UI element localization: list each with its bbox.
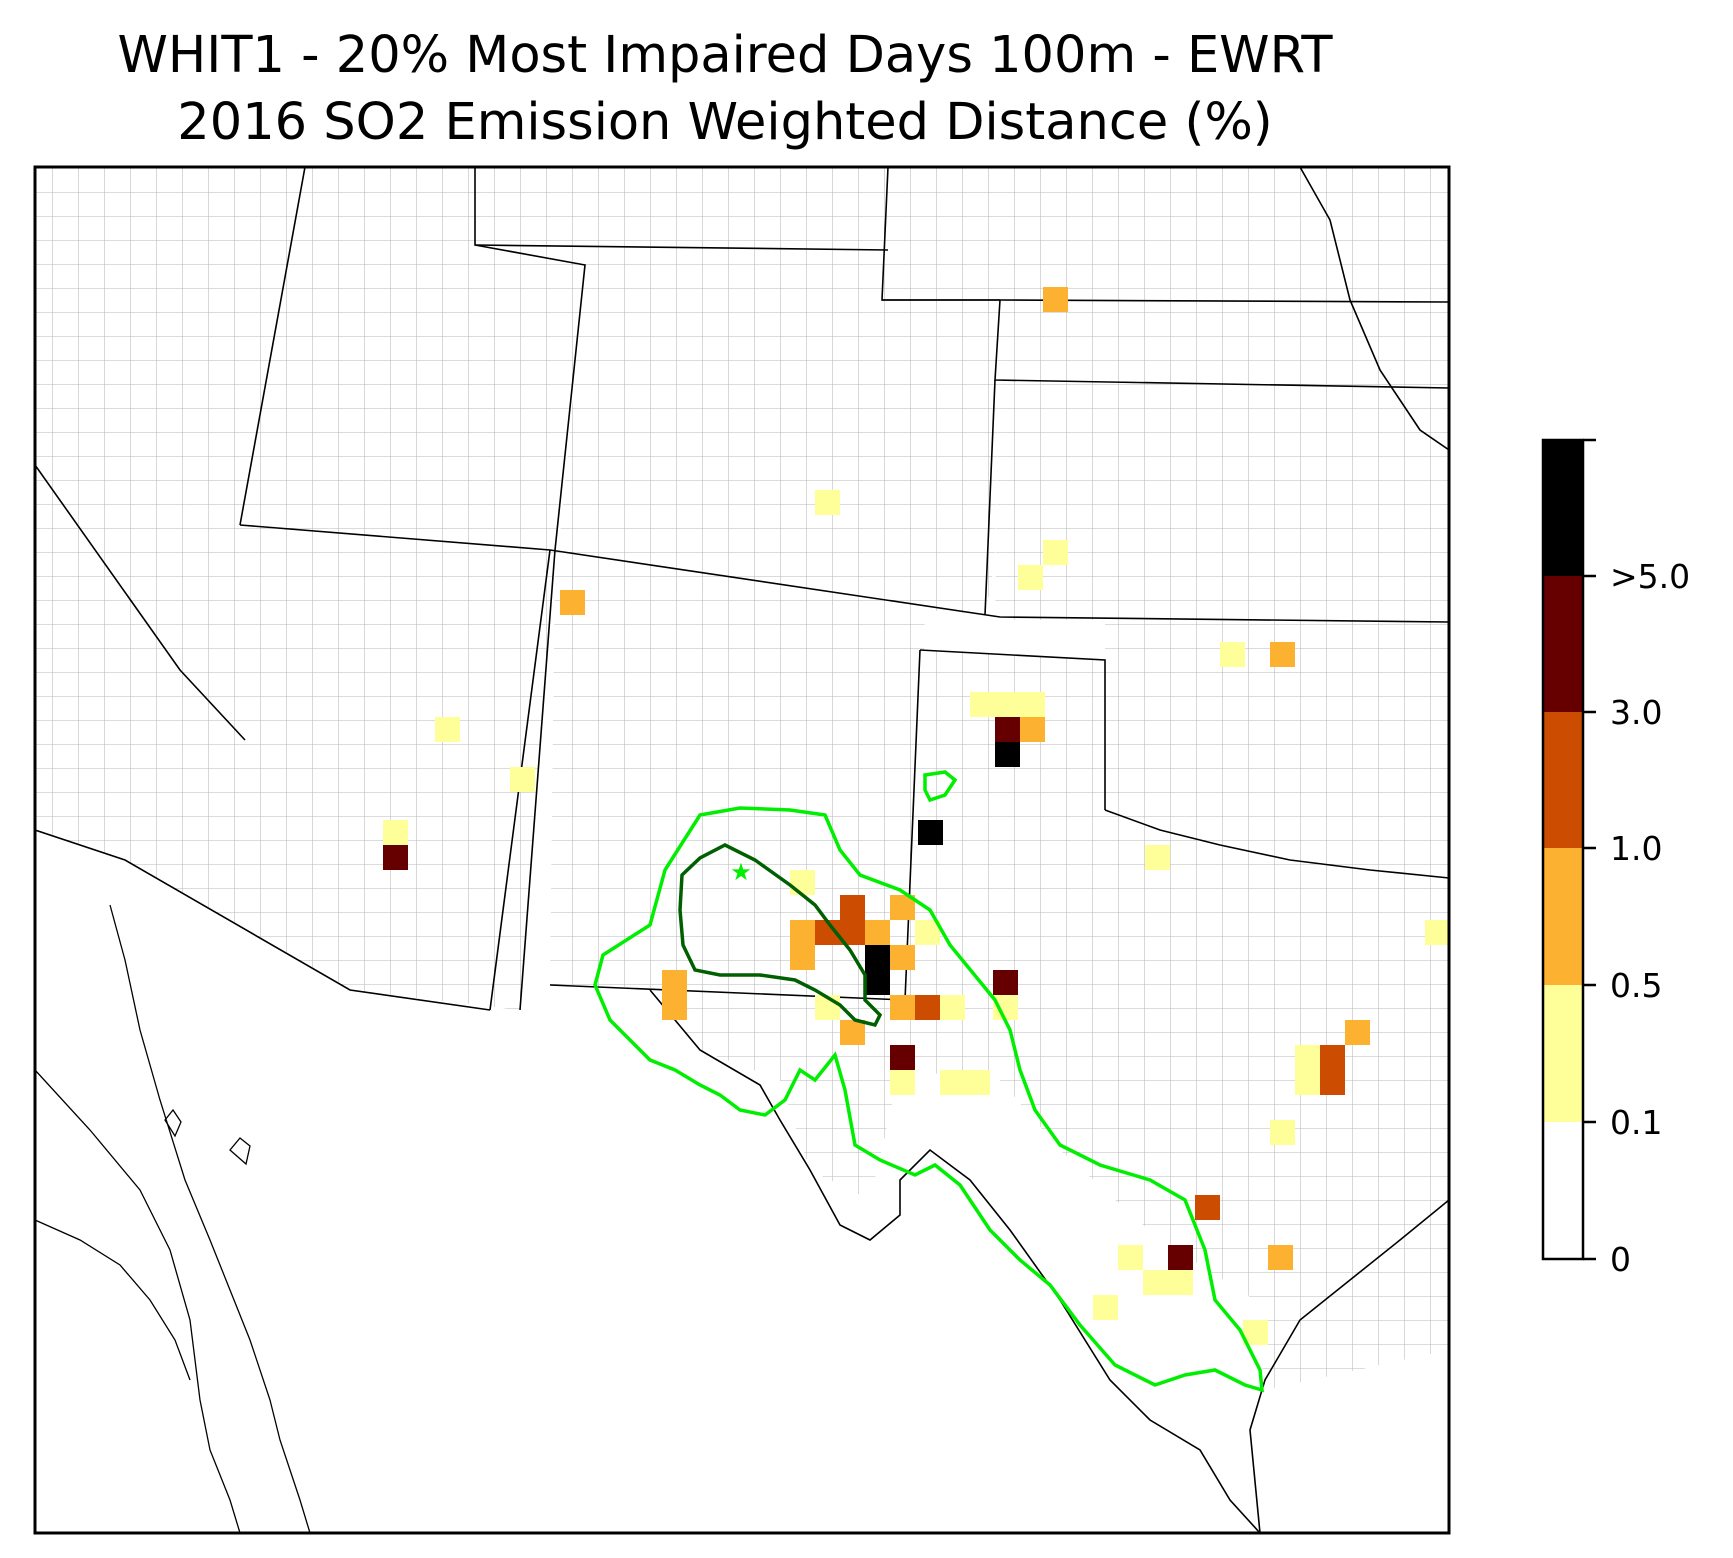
cell bbox=[435, 717, 460, 742]
cell bbox=[995, 717, 1020, 742]
colorbar-bin bbox=[1543, 576, 1583, 712]
cell bbox=[940, 1070, 990, 1095]
colorbar-tick-label: 0.1 bbox=[1610, 1103, 1662, 1142]
cell bbox=[790, 945, 815, 970]
cell bbox=[890, 1070, 915, 1095]
cell bbox=[1345, 1020, 1370, 1045]
colorbar-tick-label: 0 bbox=[1610, 1240, 1631, 1279]
cell bbox=[865, 920, 890, 945]
cell bbox=[890, 1045, 915, 1070]
cell bbox=[1425, 920, 1449, 945]
cell bbox=[865, 945, 890, 995]
map-title-line-1: WHIT1 - 20% Most Impaired Days 100m - EW… bbox=[117, 26, 1333, 85]
cell bbox=[995, 742, 1020, 767]
colorbar: 0 0.1 0.5 1.0 3.0 >5.0 bbox=[1541, 438, 1690, 1279]
map-frame bbox=[33, 165, 1451, 1535]
colorbar-tick-label: 0.5 bbox=[1610, 966, 1662, 1005]
coastlines bbox=[35, 904, 311, 1533]
cell bbox=[1143, 1270, 1193, 1295]
cell bbox=[1043, 287, 1068, 312]
colorbar-frame bbox=[1541, 438, 1585, 1261]
cell bbox=[1018, 565, 1043, 590]
cell bbox=[560, 590, 585, 615]
cell bbox=[1295, 1045, 1320, 1095]
cell bbox=[915, 920, 940, 945]
colorbar-bin bbox=[1543, 848, 1583, 985]
map-panel: ★ bbox=[35, 167, 1449, 1533]
cell bbox=[1268, 1245, 1293, 1270]
cell bbox=[1168, 1245, 1193, 1270]
map-title-line-2: 2016 SO2 Emission Weighted Distance (%) bbox=[177, 93, 1273, 152]
star-icon: ★ bbox=[730, 858, 752, 886]
colorbar-bin bbox=[1543, 1122, 1583, 1259]
cell bbox=[383, 845, 408, 870]
cell bbox=[890, 945, 915, 970]
cell bbox=[1118, 1245, 1143, 1270]
cell bbox=[1320, 1045, 1345, 1095]
outer-contour bbox=[593, 806, 1264, 1393]
cell bbox=[993, 970, 1018, 995]
cell bbox=[662, 970, 687, 1020]
cell bbox=[1043, 540, 1068, 565]
colorbar-bin bbox=[1543, 712, 1583, 848]
contours bbox=[593, 770, 1264, 1393]
cell bbox=[918, 820, 943, 845]
cell bbox=[815, 490, 840, 515]
cell bbox=[840, 1020, 865, 1045]
cell bbox=[940, 995, 965, 1020]
emission-cells bbox=[383, 287, 1449, 1345]
cell bbox=[790, 870, 815, 895]
inner-contour bbox=[678, 843, 883, 1028]
colorbar-tick-label: 1.0 bbox=[1610, 829, 1662, 868]
cell bbox=[1270, 642, 1295, 667]
cell bbox=[383, 820, 408, 845]
colorbar-ticks bbox=[1583, 438, 1596, 1261]
cell bbox=[1020, 717, 1045, 742]
cell bbox=[890, 995, 915, 1020]
colorbar-tick-label: 3.0 bbox=[1610, 693, 1662, 732]
cell bbox=[840, 895, 865, 920]
cell bbox=[970, 692, 1045, 717]
cell bbox=[1270, 1120, 1295, 1145]
cell bbox=[1093, 1295, 1118, 1320]
county-boundaries bbox=[35, 167, 1449, 1390]
cell bbox=[1145, 845, 1170, 870]
state-boundaries bbox=[35, 167, 1449, 1533]
cell bbox=[510, 767, 535, 792]
cell bbox=[1195, 1195, 1220, 1220]
colorbar-bin bbox=[1543, 440, 1583, 576]
cell bbox=[993, 995, 1018, 1020]
cell bbox=[915, 995, 940, 1020]
cell bbox=[1220, 642, 1245, 667]
colorbar-bin bbox=[1543, 985, 1583, 1122]
colorbar-tick-label: >5.0 bbox=[1610, 557, 1690, 596]
outer-contour-small bbox=[923, 770, 958, 803]
